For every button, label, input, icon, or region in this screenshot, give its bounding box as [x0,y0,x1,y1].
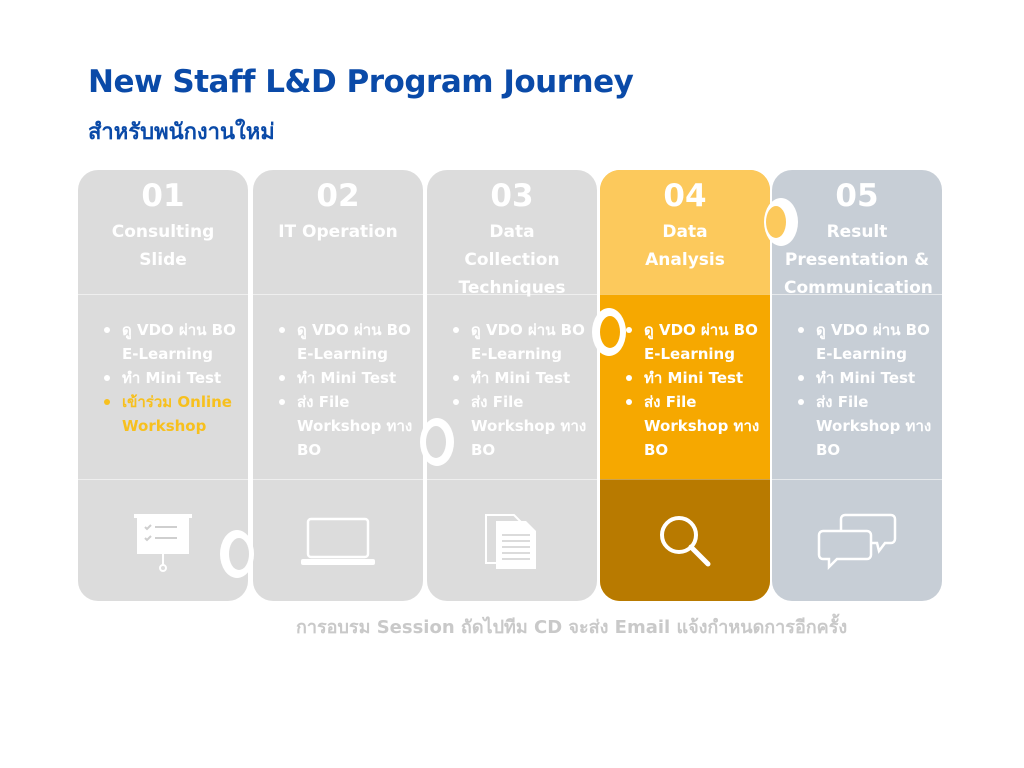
step-header: 02 IT Operation [253,170,423,294]
step-title-line: Analysis [645,250,725,270]
step-title-line: Communication [784,278,933,298]
step-title: Data Analysis [612,218,758,274]
step-title-line: Presentation & [784,250,930,270]
puzzle-connector [600,316,620,348]
step-number: 02 [316,178,360,214]
chat-bubbles-icon [817,513,897,570]
puzzle-connector [229,538,249,570]
step-number: 01 [141,178,185,214]
step-title-line: Techniques [458,278,566,298]
step-icon-area [253,479,423,601]
task-item: ดู VDO ผ่าน BO E-Learning [624,318,760,366]
page-subtitle: สำหรับพนักงานใหม่ [88,120,275,145]
task-item: ดู VDO ผ่าน BO E-Learning [277,318,413,366]
step-title: Consulting Slide [90,218,236,274]
magnifier-icon [660,515,711,566]
step-title: Result Presentation & Communication [784,218,933,302]
step-title-line: Data Collection [464,222,560,270]
step-title-line: Consulting [111,222,215,242]
step-card-04: 04 Data Analysis ดู VDO ผ่าน BO E-Learni… [600,170,770,601]
step-header: 05 Result Presentation & Communication [772,170,942,298]
task-item: ทำ Mini Test [277,366,413,390]
step-number: 05 [835,178,879,214]
step-icon-area [772,479,942,601]
step-header: 03 Data Collection Techniques [427,170,597,298]
step-tasks: ดู VDO ผ่าน BO E-Learning ทำ Mini Test เ… [78,294,248,479]
puzzle-connector [766,206,786,238]
step-number: 03 [490,178,534,214]
step-title-line: Result [826,222,888,242]
step-card-03: 03 Data Collection Techniques ดู VDO ผ่า… [427,170,597,601]
task-item: ดู VDO ผ่าน BO E-Learning [102,318,238,366]
page-title: New Staff L&D Program Journey [88,64,634,100]
task-item: ส่ง File Workshop ทาง BO [624,390,760,462]
step-title: IT Operation [265,218,411,246]
task-item-highlight: เข้าร่วม Online Workshop [102,390,238,438]
step-tasks: ดู VDO ผ่าน BO E-Learning ทำ Mini Test ส… [772,294,942,479]
step-icon-area [427,479,597,601]
step-card-02: 02 IT Operation ดู VDO ผ่าน BO E-Learnin… [253,170,423,601]
step-icon-area [600,479,770,601]
presentation-board-icon [134,513,192,572]
step-tasks: ดู VDO ผ่าน BO E-Learning ทำ Mini Test ส… [600,294,770,479]
step-header: 01 Consulting Slide [78,170,248,294]
task-item: ดู VDO ผ่าน BO E-Learning [796,318,932,366]
task-item: ดู VDO ผ่าน BO E-Learning [451,318,587,366]
step-title-line: Slide [139,250,187,270]
task-item: ทำ Mini Test [624,366,760,390]
step-header: 04 Data Analysis [600,170,770,294]
step-title-line: IT Operation [278,222,398,242]
step-card-05: 05 Result Presentation & Communication ด… [772,170,942,601]
task-item: ทำ Mini Test [796,366,932,390]
step-number: 04 [663,178,707,214]
step-tasks: ดู VDO ผ่าน BO E-Learning ทำ Mini Test ส… [253,294,423,479]
task-item: ส่ง File Workshop ทาง BO [277,390,413,462]
puzzle-connector [426,426,446,458]
step-title-line: Data [662,222,708,242]
task-item: ส่ง File Workshop ทาง BO [796,390,932,462]
documents-icon [485,513,536,569]
step-icon-area [78,479,248,601]
step-title: Data Collection Techniques [439,218,585,302]
task-item: ทำ Mini Test [451,366,587,390]
footnote: การอบรม Session ถัดไปทีม CD จะส่ง Email … [296,617,848,638]
task-item: ส่ง File Workshop ทาง BO [451,390,587,462]
step-card-01: 01 Consulting Slide ดู VDO ผ่าน BO E-Lea… [78,170,248,601]
task-item: ทำ Mini Test [102,366,238,390]
laptop-icon [301,517,375,565]
step-tasks: ดู VDO ผ่าน BO E-Learning ทำ Mini Test ส… [427,294,597,479]
